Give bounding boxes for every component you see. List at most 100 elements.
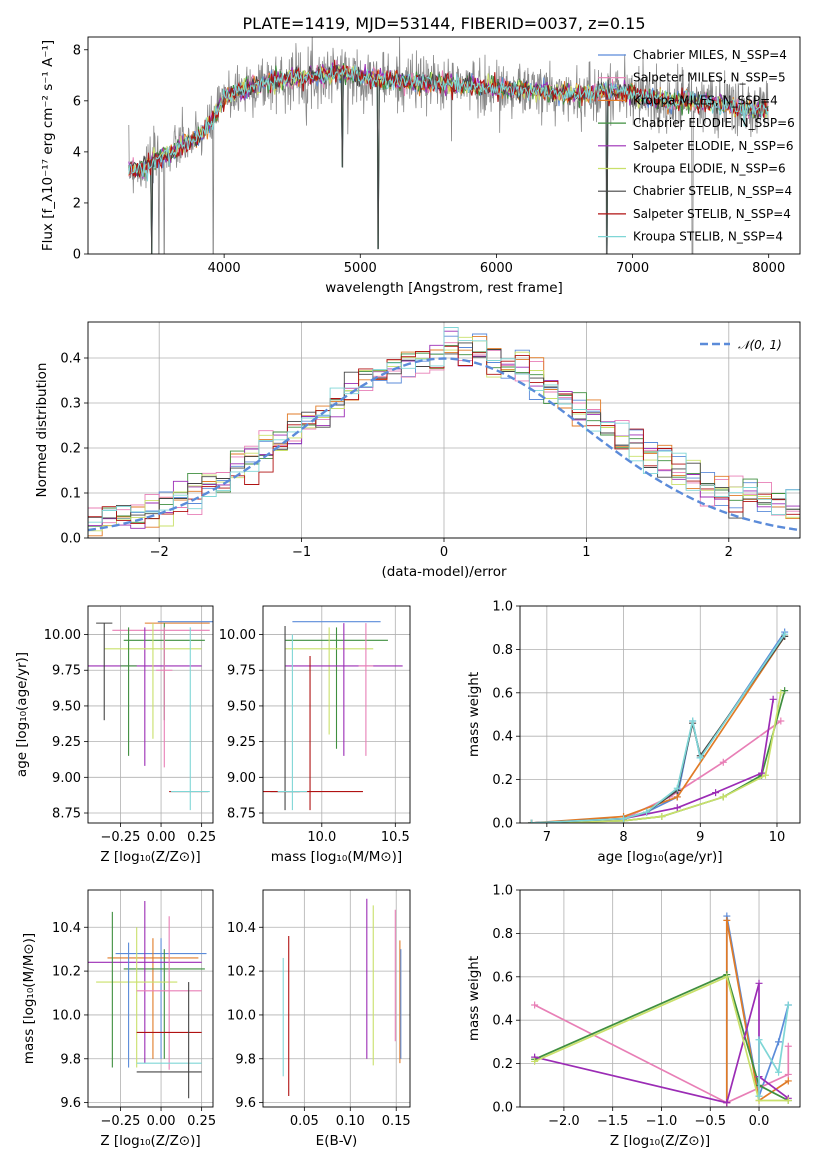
x-axis-label: age [log₁₀(age/yr)] [597, 849, 722, 865]
x-axis-label: (data-model)/error [381, 564, 507, 580]
y-tick-label: 0.8 [492, 927, 513, 942]
y-tick-label: 9.8 [235, 1052, 256, 1067]
y-tick-label: 9.6 [60, 1096, 81, 1111]
weight-line [534, 973, 789, 1102]
x-axis-label: mass [log₁₀(M/M⊙)] [271, 849, 402, 865]
plot-area [88, 900, 207, 1099]
y-tick-label: 9.00 [52, 771, 81, 786]
y-tick-label: 1.0 [492, 884, 513, 899]
x-tick-label: 8 [619, 830, 627, 845]
x-tick-label: 0.05 [290, 1114, 319, 1129]
weight-marker [781, 687, 789, 695]
weight-marker [784, 1070, 792, 1078]
y-tick-label: 0.8 [492, 643, 513, 658]
y-tick-label: 10.2 [227, 965, 256, 980]
x-tick-label: 0 [440, 545, 448, 560]
weight-marker [755, 979, 763, 987]
y-tick-label: 9.8 [60, 1052, 81, 1067]
y-tick-label: 0.2 [492, 773, 513, 788]
y-axis-label: mass [log₁₀(M/M⊙)] [21, 933, 37, 1064]
x-tick-label: 1 [582, 545, 590, 560]
x-tick-label: −1 [292, 545, 311, 560]
weight-marker [781, 630, 789, 638]
weight-marker [712, 789, 720, 797]
plot-area [128, 37, 769, 254]
legend-entry: Chabrier MILES, N_SSP=4 [633, 48, 787, 62]
x-tick-label: 0.0 [749, 1114, 770, 1129]
axes-frame [519, 889, 801, 1108]
y-tick-label: 9.6 [235, 1096, 256, 1111]
axes-frame [262, 889, 411, 1108]
plot-area [528, 628, 789, 823]
legend-entry: Salpeter STELIB, N_SSP=4 [633, 207, 791, 221]
y-tick-label: 9.75 [227, 664, 256, 679]
x-tick-label: 5000 [344, 261, 377, 276]
weight-marker [673, 804, 681, 812]
x-tick-label: 0.00 [147, 1114, 176, 1129]
weight-marker [689, 717, 697, 725]
weight-line [531, 635, 786, 823]
x-tick-label: 7000 [616, 261, 649, 276]
axes-frame [519, 605, 801, 824]
y-tick-label: 10.0 [52, 1008, 81, 1023]
weight-marker [719, 793, 727, 801]
weight-line [725, 920, 789, 1103]
y-tick-label: 0.0 [60, 532, 81, 547]
legend-entry: Salpeter ELODIE, N_SSP=6 [633, 139, 794, 153]
y-axis-label: mass weight [466, 956, 482, 1041]
histogram-step [88, 345, 800, 538]
axes-frame [87, 889, 214, 1108]
weight-marker [784, 1077, 792, 1085]
weight-marker [723, 916, 731, 924]
y-tick-label: 8.75 [52, 807, 81, 822]
axes-frame [87, 36, 801, 255]
y-tick-label: 0.3 [60, 397, 81, 412]
y-tick-label: 6 [73, 94, 81, 109]
y-tick-label: 0.4 [492, 1014, 513, 1029]
weight-marker [673, 784, 681, 792]
weight-line [531, 633, 786, 823]
plot-area [88, 327, 800, 538]
weight-marker [723, 973, 731, 981]
y-tick-label: 8 [73, 43, 81, 58]
y-tick-label: 10.0 [227, 1008, 256, 1023]
axes-frame [87, 321, 801, 539]
x-tick-label: −2 [150, 545, 169, 560]
y-tick-label: 10.4 [52, 921, 81, 936]
figure-title: PLATE=1419, MJD=53144, FIBERID=0037, z=0… [242, 14, 645, 33]
weight-line [646, 631, 786, 813]
x-tick-label: 0.00 [147, 830, 176, 845]
legend-entry: Chabrier STELIB, N_SSP=4 [633, 184, 792, 198]
weight-line [531, 692, 782, 823]
axes-frame [262, 605, 411, 824]
x-axis-label: Z [log₁₀(Z/Z⊙)] [100, 1133, 200, 1149]
y-tick-label: 1.0 [492, 600, 513, 615]
x-tick-label: 2 [725, 545, 733, 560]
x-tick-label: 9 [696, 830, 704, 845]
x-tick-label: −0.25 [101, 1114, 141, 1129]
age-vs-metallicity-panel: −0.25 0.00 0.25 8.75 9.00 9.25 9.50 9.75 10.00 Z … [14, 605, 216, 865]
weight-marker [784, 1042, 792, 1050]
weight-line [534, 975, 789, 1102]
weight-marker [784, 1001, 792, 1009]
weight-line [531, 635, 786, 823]
y-tick-label: 10.4 [227, 921, 256, 936]
weight-marker [723, 1099, 731, 1107]
y-tick-label: 4 [73, 145, 81, 160]
y-axis-label: mass weight [466, 672, 482, 757]
y-tick-label: 0.2 [492, 1057, 513, 1072]
weight-line [758, 1004, 790, 1097]
x-axis-label: wavelength [Angstrom, rest frame] [325, 280, 563, 296]
y-tick-label: 9.00 [227, 771, 256, 786]
weight-vs-age-panel: 7 8 9 10 0.0 0.2 0.4 0.6 0.8 1.0 age [log₁₀(age/yr… [466, 600, 801, 865]
y-tick-label: 0.4 [60, 352, 81, 367]
weight-marker [777, 717, 785, 725]
y-tick-label: 0.2 [60, 442, 81, 457]
weight-marker [777, 689, 785, 697]
weight-marker [531, 1057, 539, 1065]
legend-entry: Kroupa ELODIE, N_SSP=6 [633, 162, 786, 176]
weight-marker [528, 819, 536, 823]
legend-entry: Kroupa MILES, N_SSP=4 [633, 93, 778, 107]
weight-marker [673, 793, 681, 801]
weight-marker [755, 1092, 763, 1100]
